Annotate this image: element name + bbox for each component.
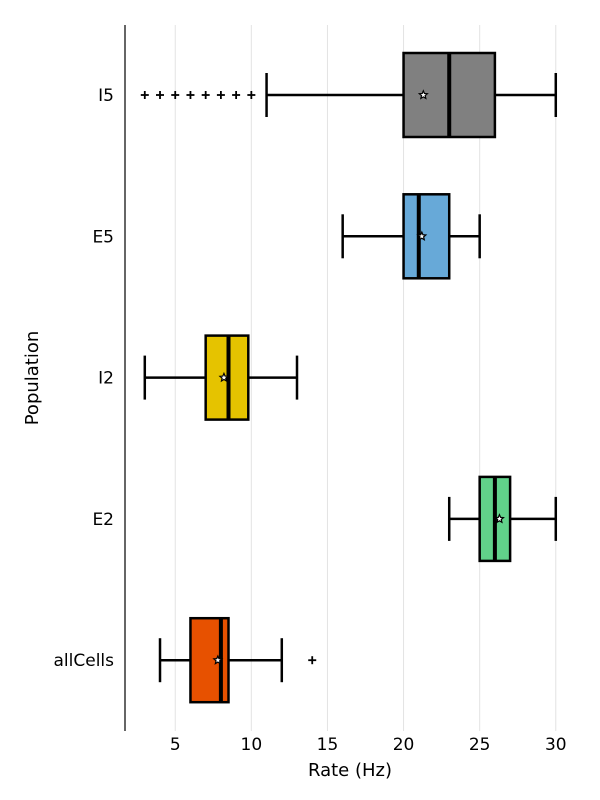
mean-marker-E2 bbox=[493, 513, 505, 524]
mean-marker-I2 bbox=[218, 371, 230, 383]
outlier-I5-0 bbox=[140, 91, 149, 99]
outlier-I5-4 bbox=[201, 91, 210, 99]
box-I2 bbox=[143, 334, 299, 421]
y-axis-title: Population bbox=[22, 331, 43, 426]
x-tick-label-20: 20 bbox=[393, 735, 415, 755]
box-E2 bbox=[447, 475, 558, 563]
outlier-I5-7 bbox=[247, 91, 256, 99]
x-axis-title: Rate (Hz) bbox=[308, 760, 392, 781]
y-tick-label-allCells: allCells bbox=[54, 651, 115, 671]
x-tick-label-30: 30 bbox=[545, 735, 567, 755]
outlier-I5-3 bbox=[186, 91, 195, 99]
y-tick-label-I2: I2 bbox=[98, 369, 114, 389]
mean-marker-I5 bbox=[417, 89, 429, 100]
outlier-I5-6 bbox=[232, 91, 241, 99]
mean-marker-E5 bbox=[416, 230, 428, 241]
y-tick-label-E5: E5 bbox=[92, 227, 114, 247]
x-tick-label-15: 15 bbox=[317, 735, 339, 755]
x-tick-label-5: 5 bbox=[170, 735, 181, 755]
outlier-I5-5 bbox=[216, 91, 225, 99]
plot-area bbox=[140, 51, 558, 704]
outlier-allCells-0 bbox=[308, 656, 317, 665]
x-tick-label-10: 10 bbox=[241, 735, 263, 755]
outlier-I5-1 bbox=[156, 91, 165, 99]
outlier-I5-2 bbox=[171, 91, 180, 99]
box-I5 bbox=[140, 51, 558, 139]
x-tick-label-25: 25 bbox=[469, 735, 491, 755]
box-body-E5 bbox=[402, 193, 451, 280]
box-allCells bbox=[158, 616, 317, 704]
y-axis-ticks: I5 E5 I2 E2 allCells bbox=[54, 86, 115, 671]
mean-marker-allCells bbox=[212, 654, 224, 665]
gridlines bbox=[174, 25, 557, 731]
x-axis-ticks: 5 10 15 20 25 30 bbox=[170, 735, 567, 755]
y-tick-label-E2: E2 bbox=[92, 510, 114, 530]
box-E5 bbox=[341, 193, 481, 280]
y-tick-label-I5: I5 bbox=[98, 86, 114, 106]
